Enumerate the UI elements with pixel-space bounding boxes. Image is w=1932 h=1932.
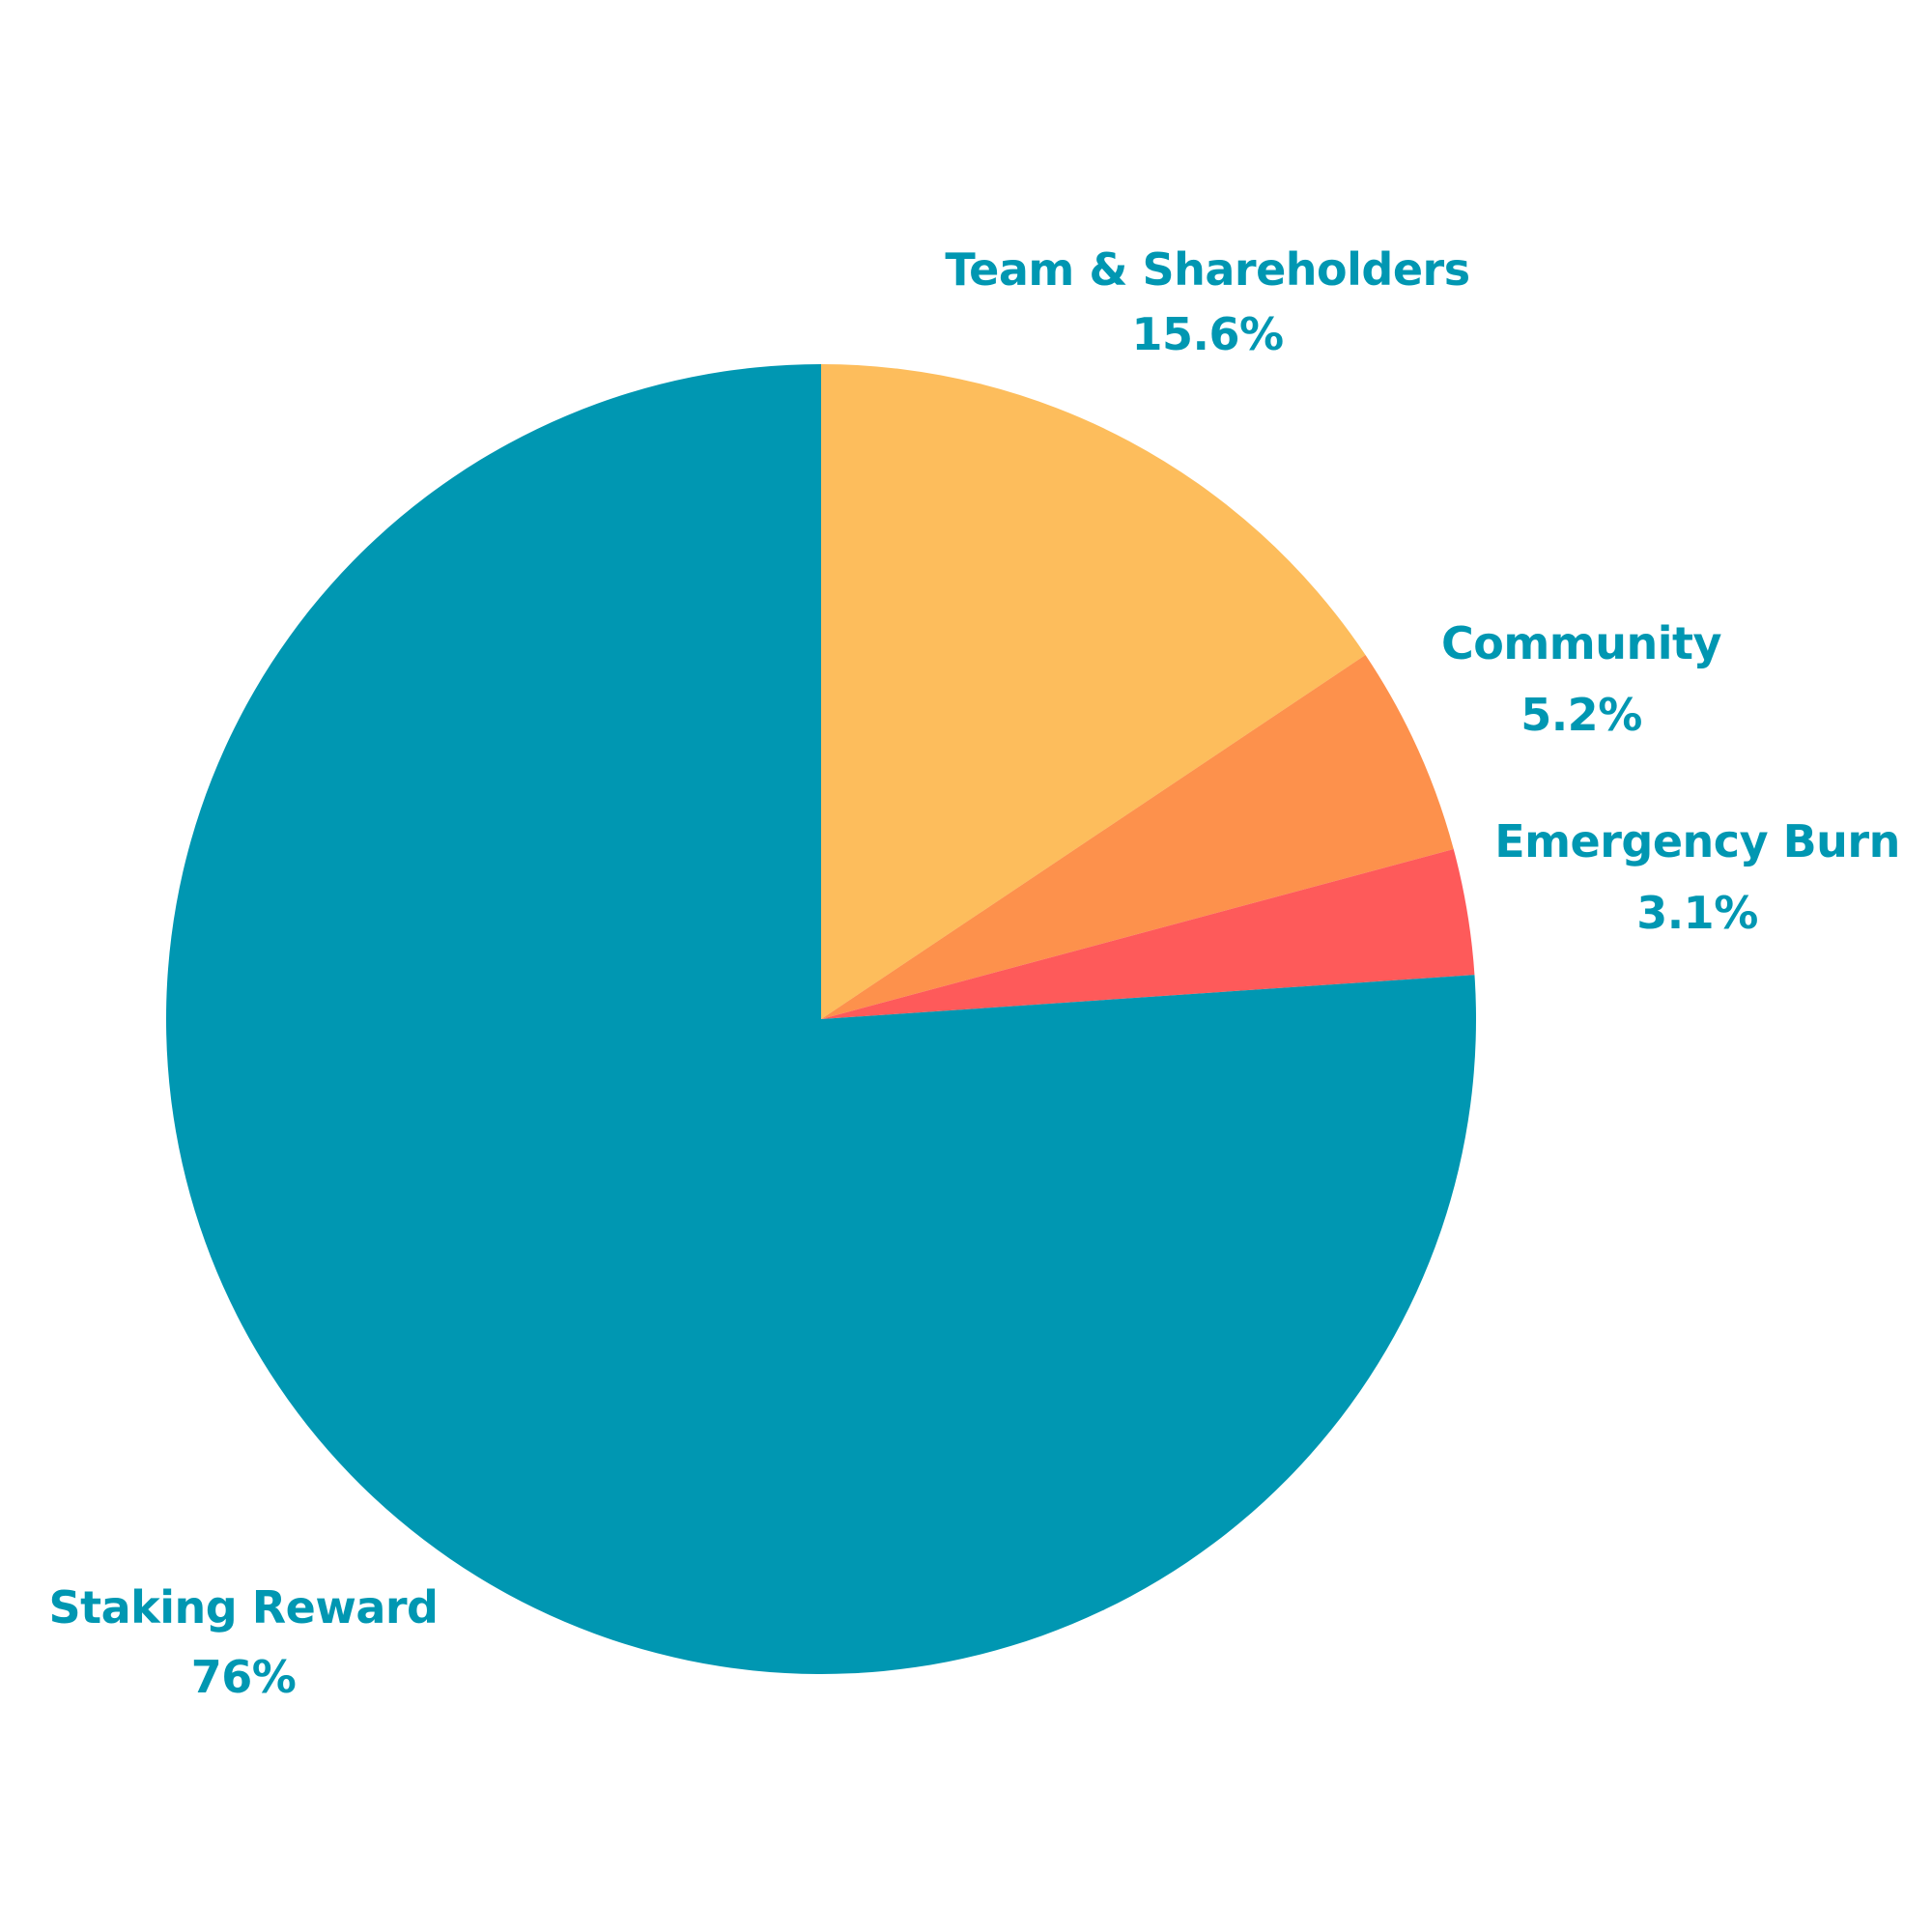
pie-slice-community — [821, 654, 1454, 1019]
pie-slice-team-and-shareholders — [821, 364, 1366, 1019]
slice-value-emergency-burn: 3.1% — [1636, 887, 1758, 939]
slice-value-team-and-shareholders: 15.6% — [1131, 308, 1283, 360]
slice-label-community: Community — [1441, 617, 1721, 669]
pie-slice-staking-reward — [165, 364, 1476, 1675]
slice-label-emergency-burn: Emergency Burn — [1494, 815, 1900, 867]
pie-slice-emergency-burn — [821, 849, 1475, 1019]
slice-value-staking-reward: 76% — [191, 1651, 297, 1703]
pie-slices — [165, 364, 1476, 1675]
slice-label-team-and-shareholders: Team & Shareholders — [945, 243, 1469, 296]
slice-value-community: 5.2% — [1520, 689, 1642, 741]
slice-labels: Team & Shareholders 15.6% Community 5.2% Eme… — [49, 243, 1901, 1703]
slice-label-staking-reward: Staking Reward — [49, 1581, 439, 1634]
